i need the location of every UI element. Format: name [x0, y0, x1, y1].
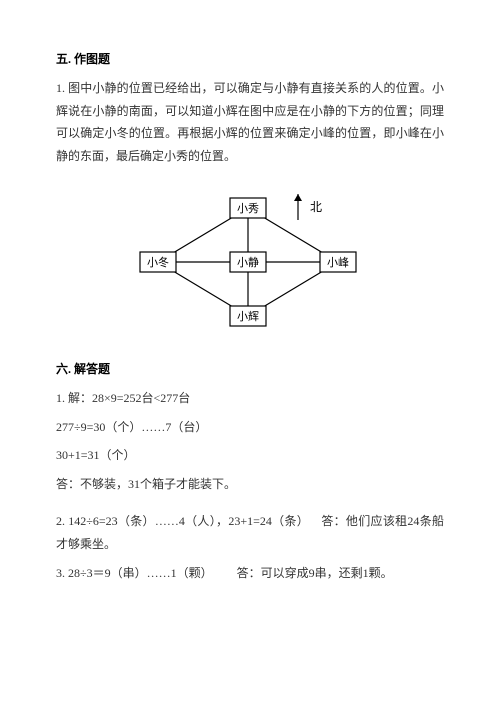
diagram-label-left: 小冬 — [147, 255, 169, 269]
section5-title: 五. 作图题 — [56, 48, 444, 71]
spacer — [56, 502, 444, 510]
diagram-label-top: 小秀 — [237, 202, 259, 215]
diagram-label-center: 小静 — [237, 255, 259, 269]
diagram-label-bottom: 小辉 — [237, 310, 259, 323]
answer-sheet-page: 五. 作图题 1. 图中小静的位置已经给出，可以确定与小静有直接关系的人的位置。… — [0, 0, 500, 707]
q1-line1: 1. 解：28×9=252台<277台 — [56, 387, 444, 410]
north-label: 北 — [310, 200, 322, 214]
q1-line2: 277÷9=30（个）……7（台） — [56, 416, 444, 439]
north-arrow-icon — [294, 194, 302, 201]
direction-diagram-wrap: 小秀小冬 小静 小峰小辉 北 — [56, 180, 444, 340]
q1-line4: 答：不够装，31个箱子才能装下。 — [56, 473, 444, 496]
direction-diagram: 小秀小冬 小静 小峰小辉 北 — [120, 180, 380, 340]
q3-text: 3. 28÷3＝9（串）……1（颗） 答：可以穿成9串，还剩1颗。 — [56, 562, 444, 585]
diagram-label-right: 小峰 — [327, 256, 349, 269]
q2-text: 2. 142÷6=23（条）……4（人），23+1=24（条） 答：他们应该租2… — [56, 510, 444, 556]
section5-problem1: 1. 图中小静的位置已经给出，可以确定与小静有直接关系的人的位置。小辉说在小静的… — [56, 77, 444, 168]
q1-line3: 30+1=31（个） — [56, 444, 444, 467]
section6-title: 六. 解答题 — [56, 358, 444, 381]
